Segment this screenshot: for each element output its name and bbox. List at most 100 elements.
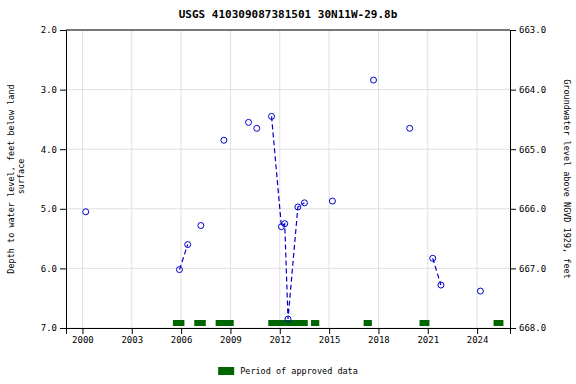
point xyxy=(285,316,291,322)
tick: 664.0 xyxy=(510,85,546,95)
tick: 3.0 xyxy=(41,85,66,95)
tick-label: 4.0 xyxy=(41,145,57,155)
tick-label: 664.0 xyxy=(519,85,546,95)
tick-mark xyxy=(60,209,66,210)
tick: 667.0 xyxy=(510,264,546,274)
point xyxy=(282,221,288,227)
tick-mark xyxy=(477,328,478,334)
point xyxy=(221,137,227,143)
grid-line-x xyxy=(131,30,132,328)
tick-label: 2000 xyxy=(72,335,94,345)
x-axis: 2000 2003 2006 2009 2012 2015 2018 2021 2024 xyxy=(67,328,511,345)
tick: 5.0 xyxy=(41,204,66,214)
period-bar xyxy=(268,320,307,326)
point xyxy=(301,200,307,206)
series-span xyxy=(173,320,504,326)
tick: 2021 xyxy=(417,328,439,345)
tick-mark xyxy=(181,328,182,334)
tick: 2024 xyxy=(467,328,489,345)
y2-axis-title: Groundwater level above NGVD 1929, feet xyxy=(562,79,572,279)
grid-line-x xyxy=(477,30,478,328)
tick-label: 2015 xyxy=(319,335,341,345)
point xyxy=(198,222,204,228)
grid-line-y xyxy=(66,30,510,31)
grid-line-x xyxy=(279,30,280,328)
tick-label: 2006 xyxy=(171,335,193,345)
tick-label: 2018 xyxy=(368,335,390,345)
tick-label: 5.0 xyxy=(41,204,57,214)
tick-label: 2021 xyxy=(417,335,439,345)
tick-mark xyxy=(510,90,516,91)
grid xyxy=(66,30,510,328)
tick: 6.0 xyxy=(41,264,66,274)
chart: 2000 2003 2006 2009 2012 2015 2018 2021 2024 2.0 3… xyxy=(0,0,576,384)
tick-mark xyxy=(230,328,231,334)
point xyxy=(83,209,89,215)
period-bar xyxy=(364,320,372,326)
tick: 4.0 xyxy=(41,145,66,155)
point xyxy=(176,267,182,273)
grid-line-x xyxy=(427,30,428,328)
tick-label: 3.0 xyxy=(41,85,57,95)
title: USGS 410309087381501 30N11W-29.8b xyxy=(179,8,398,21)
tick-label: 6.0 xyxy=(41,264,57,274)
legend: Period of approved data xyxy=(218,366,358,376)
tick: 2015 xyxy=(319,328,341,345)
tick-mark xyxy=(378,328,379,334)
tick-label: 663.0 xyxy=(519,25,546,35)
tick-mark xyxy=(60,149,66,150)
tick: 668.0 xyxy=(510,323,546,333)
tick: 666.0 xyxy=(510,204,546,214)
tick-mark xyxy=(60,30,66,31)
tick: 2000 xyxy=(72,328,94,345)
tick-mark xyxy=(329,328,330,334)
axis-line xyxy=(60,31,67,329)
point xyxy=(329,198,335,204)
grid-line-x xyxy=(329,30,330,328)
tick: 2006 xyxy=(171,328,193,345)
legend-item: Period of approved data xyxy=(218,366,358,376)
frame xyxy=(66,30,510,31)
y-axis-title: Depth to water level, feet below land su… xyxy=(6,84,26,273)
point xyxy=(295,204,301,210)
period-bar xyxy=(420,320,430,326)
tick: 663.0 xyxy=(510,25,546,35)
grid-line-y xyxy=(66,268,510,269)
tick: 2012 xyxy=(269,328,291,345)
tick: 2018 xyxy=(368,328,390,345)
tick-mark xyxy=(60,268,66,269)
tick-mark xyxy=(280,328,281,334)
tick-mark xyxy=(510,30,516,31)
tick-label: 668.0 xyxy=(519,323,546,333)
grid-line-y xyxy=(66,89,510,90)
grid-line-x xyxy=(181,30,182,328)
tick-label: 666.0 xyxy=(519,204,546,214)
tick-mark xyxy=(132,328,133,334)
period-bar xyxy=(216,320,234,326)
point xyxy=(407,125,413,131)
tick-label: 2.0 xyxy=(41,25,57,35)
tick: 2009 xyxy=(220,328,242,345)
point xyxy=(430,255,436,261)
tick: 2.0 xyxy=(41,25,66,35)
grid-line-x xyxy=(230,30,231,328)
tick-mark xyxy=(510,268,516,269)
tick-mark xyxy=(510,149,516,150)
tick-label: 665.0 xyxy=(519,145,546,155)
axis-line xyxy=(511,31,517,329)
plot: 2000 2003 2006 2009 2012 2015 2018 2021 2024 2.0 3… xyxy=(41,25,546,345)
legend-swatch xyxy=(218,367,234,375)
y-axis-title-line: Depth to water level, feet below land xyxy=(6,84,16,273)
tick-mark xyxy=(60,328,66,329)
y-axis: 2.0 3.0 4.0 5.0 6.0 7.0 xyxy=(41,25,67,333)
tick-mark xyxy=(60,90,66,91)
tick-label: 2012 xyxy=(269,335,291,345)
series-line xyxy=(179,116,440,319)
tick: 2003 xyxy=(121,328,143,345)
point xyxy=(254,125,260,131)
tick: 7.0 xyxy=(41,323,66,333)
tick-mark xyxy=(82,328,83,334)
tick-label: 2024 xyxy=(467,335,489,345)
tick-mark xyxy=(428,328,429,334)
tick-label: 667.0 xyxy=(519,264,546,274)
